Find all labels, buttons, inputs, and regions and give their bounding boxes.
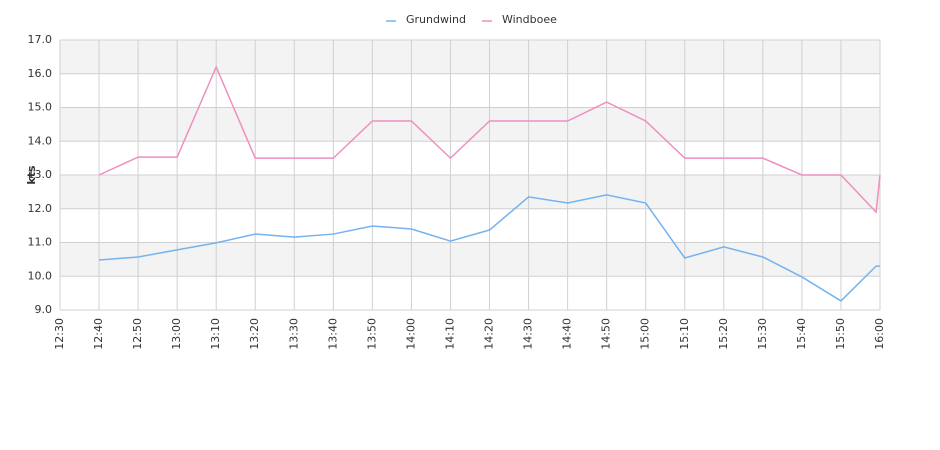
x-tick-label: 14:40	[561, 318, 574, 350]
x-tick-label: 15:50	[834, 318, 847, 350]
x-tick-label: 13:00	[170, 318, 183, 350]
y-tick-label: 9.0	[35, 303, 53, 316]
y-tick-label: 13.0	[28, 168, 53, 181]
x-tick-label: 14:20	[483, 318, 496, 350]
series-line	[98, 65, 881, 214]
x-tick-label: 13:20	[248, 318, 261, 350]
y-tick-label: 15.0	[28, 101, 53, 114]
y-tick-label: 17.0	[28, 33, 53, 46]
y-axis-label: kts	[25, 165, 38, 185]
grid-band	[60, 175, 880, 209]
legend-label: Windboee	[502, 13, 557, 26]
x-tick-label: 12:50	[131, 318, 144, 350]
x-tick-label: 13:40	[326, 318, 339, 350]
legend-label: Grundwind	[406, 13, 466, 26]
grid-band	[60, 242, 880, 277]
series-line	[98, 194, 880, 302]
grid-band	[60, 40, 880, 74]
x-tick-label: 16:00	[873, 318, 886, 350]
x-tick-label: 14:50	[600, 318, 613, 350]
x-tick-label: 13:10	[209, 318, 222, 350]
x-tick-label: 15:20	[717, 318, 730, 350]
y-tick-label: 14.0	[28, 134, 53, 147]
x-tick-label: 15:30	[756, 318, 769, 350]
grid-band	[60, 107, 880, 142]
x-tick-label: 15:40	[795, 318, 808, 350]
x-tick-label: 14:10	[443, 318, 456, 350]
y-tick-label: 16.0	[28, 67, 53, 80]
x-tick-label: 15:00	[639, 318, 652, 350]
y-tick-label: 11.0	[28, 236, 53, 249]
x-tick-label: 13:30	[287, 318, 300, 350]
y-tick-label: 10.0	[28, 269, 53, 282]
x-tick-label: 14:30	[522, 318, 535, 350]
x-tick-label: 12:40	[92, 318, 105, 350]
y-tick-label: 12.0	[28, 202, 53, 215]
x-tick-label: 13:50	[365, 318, 378, 350]
x-tick-label: 14:00	[404, 318, 417, 350]
x-tick-label: 15:10	[678, 318, 691, 350]
x-tick-label: 12:30	[53, 318, 66, 350]
